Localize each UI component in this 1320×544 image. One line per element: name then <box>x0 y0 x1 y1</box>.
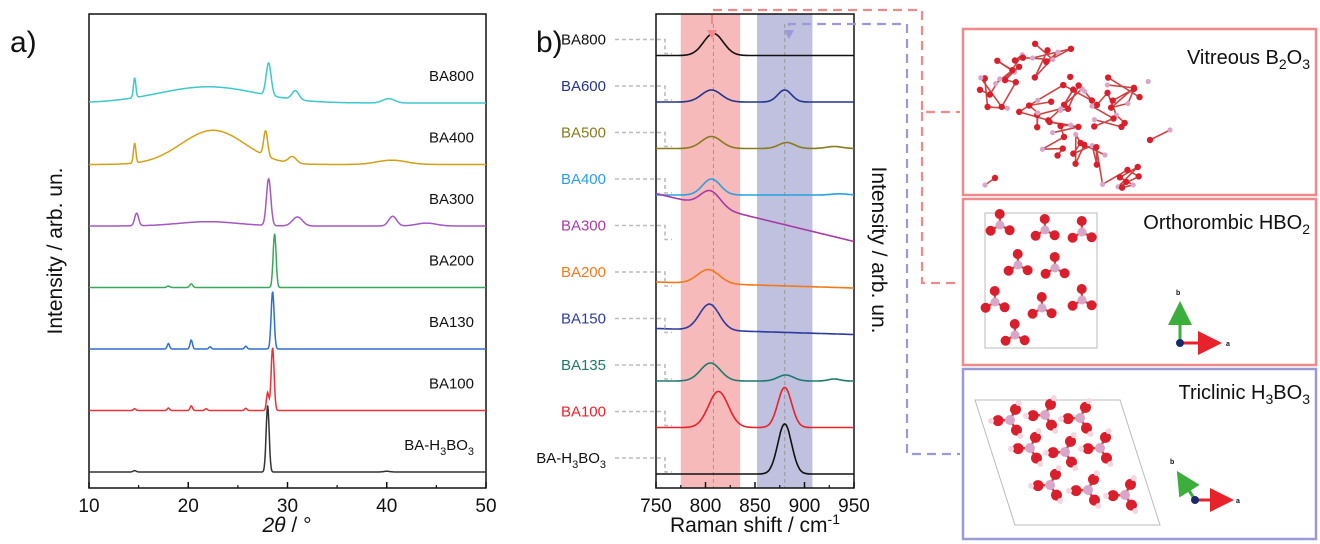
series-label-ba150: BA150 <box>561 311 606 328</box>
structure-orthorhombic-hbo2: Orthorombic HBO2 b a <box>961 197 1318 367</box>
panel-b-x-axis-label: Raman shift / cm-1 <box>670 511 840 537</box>
series-leader <box>615 364 672 380</box>
series-label-ba300: BA300 <box>429 191 474 208</box>
panel-b-series <box>655 32 855 475</box>
x-tick-label: 30 <box>277 496 298 517</box>
svg-text:b: b <box>1170 459 1174 466</box>
panel-a-x-axis: 10 20 30 40 50 <box>78 482 497 517</box>
series-line-ba800 <box>656 32 854 57</box>
series-line-ba200 <box>89 233 486 289</box>
panel-a-series: BA800 BA400 BA300 BA200 BA130 BA100 BA-H3BO3 <box>89 61 486 473</box>
series-label-ba130: BA130 <box>429 314 474 331</box>
structure-title-vitreous: Vitreous B2O3 <box>1187 47 1310 72</box>
series-line-ba300 <box>89 177 486 227</box>
panel-a-label: a) <box>10 26 37 59</box>
structure-panels: Vitreous B2O3 Orthorombic HBO2 b a Tricl… <box>961 27 1318 541</box>
connector-pink-arrowhead <box>707 30 717 39</box>
panel-b-highlight-bands <box>680 14 813 488</box>
series-line-ba300 <box>655 189 855 243</box>
series-label-ba300: BA300 <box>561 218 606 235</box>
structure-title-triclinic: Triclinic H3BO3 <box>1178 382 1310 407</box>
panel-a-chart: 10 20 30 40 50 BA800 BA400 BA300 BA200 BA130 BA10… <box>44 13 497 537</box>
series-line-ba135 <box>656 362 854 382</box>
series-line-ba130 <box>89 291 486 350</box>
x-tick-label: 850 <box>739 496 771 517</box>
panel-a-y-axis-label: Intensity / arb. un. <box>44 168 67 335</box>
series-leader <box>615 224 672 241</box>
series-line-ba-h3bo3 <box>656 423 854 475</box>
series-line-ba100 <box>89 347 486 412</box>
connector-lines <box>707 8 960 456</box>
svg-text:b: b <box>1176 290 1180 297</box>
panel-a-frame <box>88 13 487 489</box>
series-label-ba-h3bo3: BA-H3BO3 <box>536 450 606 471</box>
vitreous-network-image <box>976 40 1173 191</box>
series-line-ba150 <box>656 303 854 336</box>
series-line-ba400 <box>89 129 486 166</box>
orthorhombic-lattice-image <box>980 209 1098 349</box>
series-line-ba600 <box>656 89 854 103</box>
series-line-ba-h3bo3 <box>89 405 486 473</box>
x-tick-label: 900 <box>789 496 821 517</box>
series-label-ba800: BA800 <box>429 68 474 85</box>
series-line-ba400 <box>656 178 854 196</box>
panel-b-series-labels: BA800 BA600 BA500 BA400 BA300 BA200 BA150 BA135… <box>536 32 672 473</box>
series-line-ba100 <box>656 386 854 429</box>
x-tick-label: 800 <box>690 496 722 517</box>
panel-b-x-axis: 750 800 850 900 950 <box>640 482 870 517</box>
series-label-ba-h3bo3: BA-H3BO3 <box>404 437 474 458</box>
panel-b-y-axis-label: Intensity / arb. un. <box>867 167 890 334</box>
x-tick-label: 50 <box>475 496 496 517</box>
x-tick-label: 750 <box>640 496 672 517</box>
connector-lilac-arrowhead <box>784 30 794 39</box>
series-label-ba400: BA400 <box>429 130 474 147</box>
connector-pink <box>710 8 960 114</box>
series-line-ba800 <box>89 61 486 104</box>
x-tick-label: 10 <box>78 496 99 517</box>
series-label-ba600: BA600 <box>561 78 606 95</box>
series-label-ba135: BA135 <box>561 357 606 374</box>
x-tick-label: 950 <box>838 496 870 517</box>
axis-triad-orthorhombic: b a <box>1168 290 1230 355</box>
series-leader <box>615 38 672 55</box>
panel-b-label: b) <box>536 26 563 59</box>
series-label-ba800: BA800 <box>561 32 606 49</box>
series-leader <box>615 457 672 473</box>
x-tick-label: 40 <box>376 496 397 517</box>
structure-title-orthorhombic: Orthorombic HBO2 <box>1143 212 1310 237</box>
highlight-band <box>680 14 741 488</box>
series-leader <box>615 410 672 427</box>
structure-triclinic-h3bo3: Triclinic H3BO3 b a <box>961 367 1318 541</box>
x-tick-label: 20 <box>178 496 199 517</box>
triclinic-lattice-image <box>974 395 1161 526</box>
series-leader <box>615 317 672 334</box>
series-line-ba200 <box>656 268 854 289</box>
svg-text:a: a <box>1236 498 1240 505</box>
series-label-ba100: BA100 <box>429 376 474 393</box>
connector-pink-branch <box>920 112 960 285</box>
series-leader <box>615 271 672 287</box>
series-leader <box>615 131 672 148</box>
series-leader <box>615 85 672 101</box>
connector-lilac <box>787 22 960 456</box>
svg-text:a: a <box>1226 341 1230 348</box>
panel-b-chart: 750 800 850 900 950 BA800 BA600 BA500 BA400 BA30… <box>536 13 890 537</box>
series-label-ba200: BA200 <box>561 264 606 281</box>
series-leader <box>615 178 672 194</box>
series-label-ba400: BA400 <box>561 171 606 188</box>
panel-a-x-axis-label: 2θ / ° <box>262 514 312 537</box>
series-line-ba500 <box>656 135 854 150</box>
axis-triad-triclinic: b a <box>1170 459 1240 512</box>
series-label-ba200: BA200 <box>429 253 474 270</box>
series-label-ba500: BA500 <box>561 125 606 142</box>
series-label-ba100: BA100 <box>561 404 606 421</box>
structure-vitreous-b2o3: Vitreous B2O3 <box>961 27 1318 197</box>
